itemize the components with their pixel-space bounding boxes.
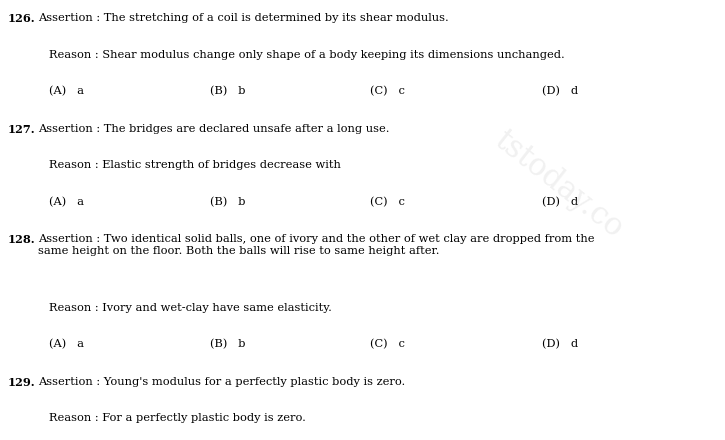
Text: (B)   b: (B) b	[210, 86, 246, 96]
Text: Reason : Ivory and wet-clay have same elasticity.: Reason : Ivory and wet-clay have same el…	[49, 303, 332, 313]
Text: Reason : Shear modulus change only shape of a body keeping its dimensions unchan: Reason : Shear modulus change only shape…	[49, 50, 565, 60]
Text: 128.: 128.	[7, 234, 35, 245]
Text: (B)   b: (B) b	[210, 197, 246, 207]
Text: (A)   a: (A) a	[49, 339, 84, 349]
Text: tstoday.co: tstoday.co	[488, 125, 629, 245]
Text: (A)   a: (A) a	[49, 86, 84, 96]
Text: 127.: 127.	[7, 124, 35, 135]
Text: (D)   d: (D) d	[542, 339, 579, 349]
Text: Reason : Elastic strength of bridges decrease with: Reason : Elastic strength of bridges dec…	[49, 160, 341, 170]
Text: (D)   d: (D) d	[542, 86, 579, 96]
Text: Assertion : The stretching of a coil is determined by its shear modulus.: Assertion : The stretching of a coil is …	[38, 13, 449, 23]
Text: 126.: 126.	[7, 13, 35, 24]
Text: (A)   a: (A) a	[49, 197, 84, 207]
Text: (C)   c: (C) c	[370, 86, 405, 96]
Text: (B)   b: (B) b	[210, 339, 246, 349]
Text: Assertion : Young's modulus for a perfectly plastic body is zero.: Assertion : Young's modulus for a perfec…	[38, 377, 405, 387]
Text: (C)   c: (C) c	[370, 197, 405, 207]
Text: (D)   d: (D) d	[542, 197, 579, 207]
Text: Assertion : The bridges are declared unsafe after a long use.: Assertion : The bridges are declared uns…	[38, 124, 389, 134]
Text: (C)   c: (C) c	[370, 339, 405, 349]
Text: Reason : For a perfectly plastic body is zero.: Reason : For a perfectly plastic body is…	[49, 413, 306, 423]
Text: Assertion : Two identical solid balls, one of ivory and the other of wet clay ar: Assertion : Two identical solid balls, o…	[38, 234, 594, 257]
Text: 129.: 129.	[7, 377, 35, 388]
